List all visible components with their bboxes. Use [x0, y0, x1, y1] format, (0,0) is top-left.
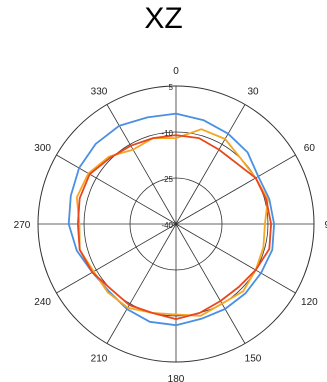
radial-tick-label: -10	[161, 129, 173, 138]
radial-tick-label: -40	[161, 221, 173, 230]
angle-tick-label: 300	[34, 143, 51, 154]
chart-title: XZ	[144, 2, 183, 35]
grid-spoke	[175, 154, 296, 225]
angle-tick-label: 120	[301, 297, 318, 308]
angle-tick-label: 240	[34, 297, 51, 308]
series-line	[67, 112, 275, 327]
grid-spoke	[106, 104, 177, 225]
grid-spoke	[56, 223, 177, 294]
series-line	[77, 134, 272, 320]
grid-spoke	[175, 104, 246, 225]
radial-tick-label: -25	[161, 175, 173, 184]
polar-grid	[37, 85, 315, 363]
series-layer	[67, 112, 275, 327]
angle-tick-label: 60	[304, 143, 316, 154]
radial-tick-label: 5	[169, 83, 174, 92]
angle-tick-label: 270	[14, 220, 31, 231]
angle-tick-label: 90	[324, 220, 327, 231]
angle-tick-label: 30	[247, 87, 259, 98]
label-layer: 0 30 60 90 120 150 180 210 240 270 300 330 5 -10 -25 -4…	[14, 66, 327, 382]
grid-spoke	[56, 154, 177, 225]
grid-spoke	[175, 223, 296, 294]
grid-spoke	[175, 223, 246, 344]
angle-tick-label: 210	[91, 353, 108, 364]
angle-tick-label: 180	[168, 374, 185, 382]
angle-tick-label: 150	[245, 353, 262, 364]
angle-tick-label: 0	[173, 66, 179, 77]
grid-spoke	[106, 223, 177, 344]
angle-tick-label: 330	[91, 87, 108, 98]
